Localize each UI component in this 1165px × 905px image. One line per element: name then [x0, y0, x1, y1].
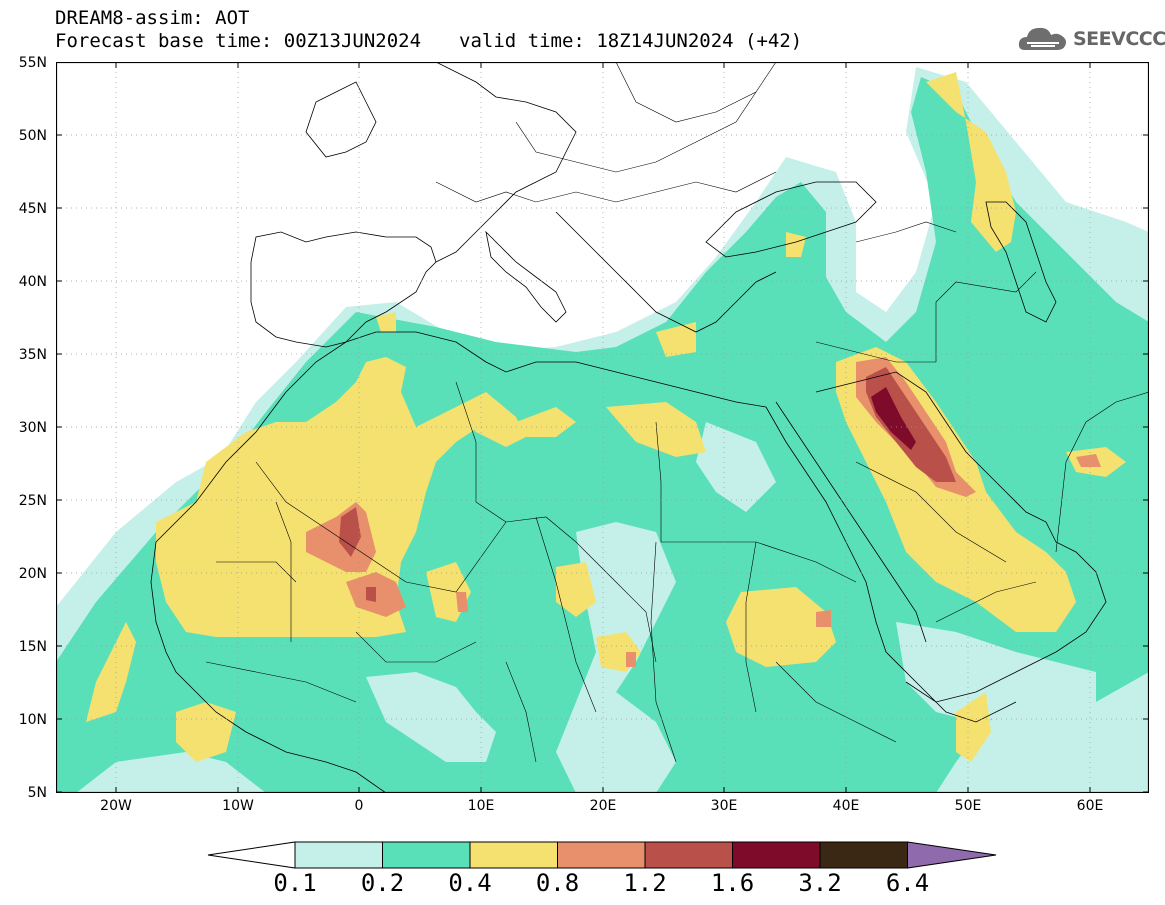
colorbar-segment — [644, 841, 733, 869]
colorbar-label: 0.8 — [535, 869, 580, 897]
aot-band-16 — [871, 387, 916, 450]
lon-label: 50E — [954, 798, 982, 814]
time-info: Forecast base time: 00Z13JUN2024 valid ti… — [55, 30, 802, 52]
grid-lines — [56, 62, 1149, 793]
aot-band-04 — [156, 357, 486, 637]
colorbar-segment — [294, 841, 383, 869]
lat-label: 25N — [18, 493, 47, 509]
lat-label: 40N — [18, 274, 47, 290]
aot-contours — [56, 67, 1149, 793]
lat-label: 5N — [27, 785, 47, 801]
colorbar-min-triangle — [207, 841, 296, 869]
axis-ticks — [56, 62, 1149, 793]
colorbar-label: 0.2 — [360, 869, 405, 897]
lon-label: 60E — [1076, 798, 1104, 814]
colorbar-label: 1.6 — [710, 869, 755, 897]
colorbar-segment — [819, 841, 908, 869]
colorbar-label: 6.4 — [885, 869, 930, 897]
map-title: DREAM8-assim: AOT — [55, 7, 250, 29]
lat-label: 50N — [18, 128, 47, 144]
coastlines — [150, 62, 1107, 793]
country-borders — [205, 62, 1149, 763]
valid-time: valid time: 18Z14JUN2024 (+42) — [459, 30, 803, 52]
colorbar — [207, 841, 997, 869]
lat-label: 20N — [18, 566, 47, 582]
lat-label: 45N — [18, 201, 47, 217]
colorbar-segment — [382, 841, 471, 869]
logo-text: SEEVCCC — [1073, 28, 1165, 50]
colorbar-label: 0.4 — [448, 869, 492, 897]
lat-label: 55N — [18, 55, 47, 71]
lat-label: 35N — [18, 347, 47, 363]
lon-label: 0 — [354, 798, 364, 814]
lon-label: 10E — [467, 798, 495, 814]
lat-label: 10N — [18, 712, 47, 728]
lon-label: 20E — [589, 798, 617, 814]
colorbar-max-triangle — [907, 841, 997, 869]
cloud-icon — [1018, 27, 1066, 50]
base-time: Forecast base time: 00Z13JUN2024 — [55, 30, 422, 52]
map-frame — [56, 62, 1149, 793]
lon-label: 30E — [710, 798, 738, 814]
lon-label: 40E — [832, 798, 860, 814]
aot-map — [56, 62, 1149, 793]
lon-label: 10W — [222, 798, 254, 814]
colorbar-segment — [557, 841, 646, 869]
seevccc-logo: SEEVCCC — [1017, 22, 1165, 56]
lat-label: 15N — [18, 639, 47, 655]
lon-label: 20W — [100, 798, 132, 814]
colorbar-segment — [469, 841, 558, 869]
lat-label: 30N — [18, 420, 47, 436]
colorbar-segment — [732, 841, 821, 869]
colorbar-label: 1.2 — [623, 869, 667, 897]
aot-band-12 — [339, 507, 361, 557]
colorbar-label: 0.1 — [273, 869, 317, 897]
colorbar-label: 3.2 — [798, 869, 842, 897]
